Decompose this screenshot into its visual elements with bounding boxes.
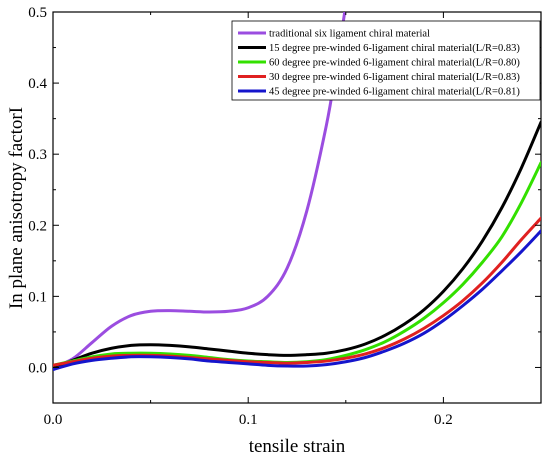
- x-tick-label: 0.2: [434, 412, 453, 428]
- y-tick-label: 0.5: [28, 5, 47, 21]
- y-tick-label: 0.1: [28, 289, 47, 305]
- legend-label-1: 15 degree pre-winded 6-ligament chiral m…: [269, 43, 520, 54]
- x-axis-title: tensile strain: [249, 436, 346, 457]
- plot-frame: [52, 11, 542, 404]
- legend-label-3: 30 degree pre-winded 6-ligament chiral m…: [269, 72, 520, 83]
- series-line-0: [53, 12, 347, 369]
- legend: traditional six ligament chiral material…: [231, 20, 541, 101]
- legend-label-0: traditional six ligament chiral material: [269, 29, 430, 40]
- x-tick-label: 0.0: [44, 412, 63, 428]
- series-layer: [53, 12, 541, 372]
- legend-label-2: 60 degree pre-winded 6-ligament chiral m…: [269, 58, 520, 69]
- y-axis-title: In plane anisotropy factorI: [6, 107, 27, 309]
- y-tick-label: 0.0: [28, 360, 47, 376]
- y-tick-label: 0.4: [28, 76, 47, 92]
- y-tick-label: 0.3: [28, 147, 47, 163]
- x-tick-label: 0.1: [239, 412, 258, 428]
- series-line-4: [53, 229, 541, 372]
- legend-box: [231, 20, 541, 101]
- y-tick-label: 0.2: [28, 218, 47, 234]
- series-line-1: [53, 120, 541, 369]
- legend-label-4: 45 degree pre-winded 6-ligament chiral m…: [269, 87, 520, 98]
- axes-layer: 0.0 0.1 0.2 0.0 0.1 0.2 0.3 0.4 0.5: [28, 5, 541, 428]
